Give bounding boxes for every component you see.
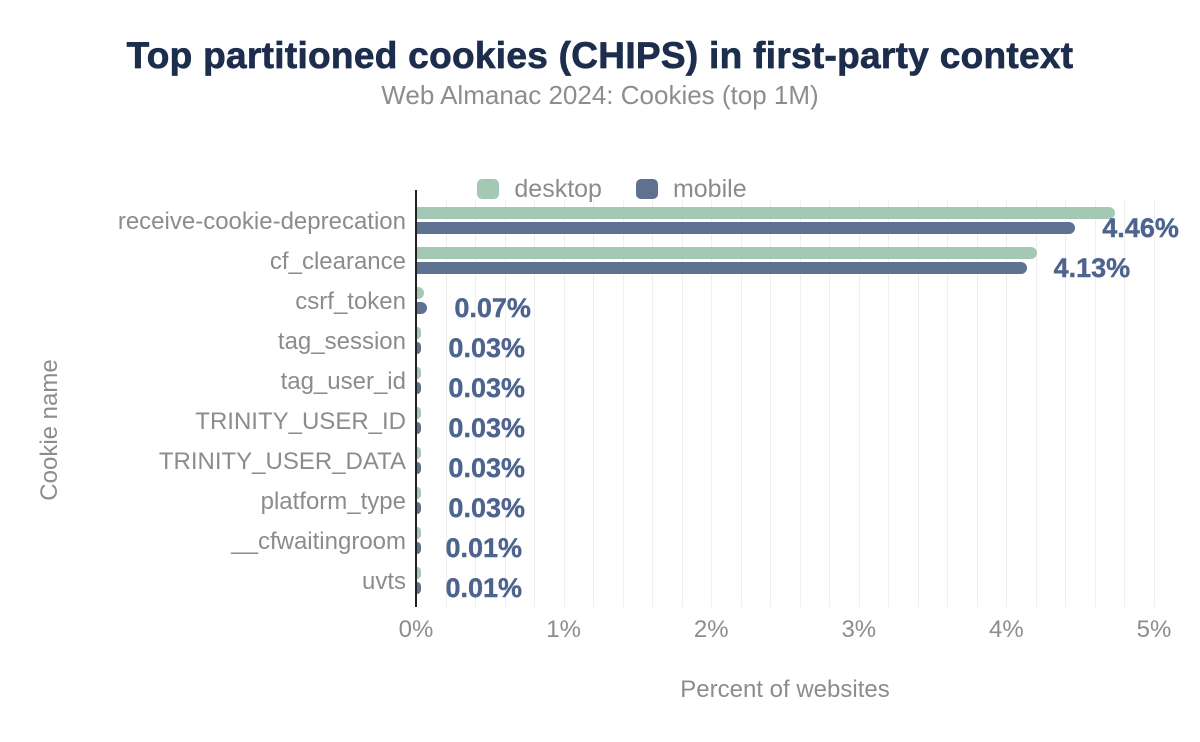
gridline <box>593 200 595 607</box>
bar-mobile <box>417 502 422 514</box>
chart-subtitle: Web Almanac 2024: Cookies (top 1M) <box>381 80 819 110</box>
legend: desktop mobile <box>12 176 1200 202</box>
x-tick-label: 5% <box>1136 616 1172 643</box>
gridline <box>799 200 801 607</box>
gridline <box>976 200 978 607</box>
gridline <box>1124 200 1126 607</box>
legend-label-desktop: desktop <box>514 175 602 203</box>
bar-desktop <box>417 367 422 379</box>
category-label: tag_user_id <box>280 368 406 395</box>
category-label: TRINITY_USER_ID <box>195 408 406 435</box>
gridline <box>829 200 831 607</box>
category-label: TRINITY_USER_DATA <box>158 448 406 475</box>
gridline <box>740 200 742 607</box>
gridline <box>947 200 949 607</box>
gridline <box>1065 200 1067 607</box>
bar-mobile <box>417 262 1027 274</box>
x-tick-label: 3% <box>841 616 877 643</box>
gridline <box>652 200 654 607</box>
x-axis-title: Percent of websites <box>680 676 890 703</box>
value-label: 0.01% <box>445 573 523 603</box>
bar-mobile <box>417 342 422 354</box>
x-tick-label: 2% <box>693 616 729 643</box>
bar-mobile <box>417 302 428 314</box>
x-tick-label: 1% <box>546 616 581 643</box>
chart-title: Top partitioned cookies (CHIPS) in first… <box>126 35 1074 77</box>
bar-desktop <box>417 527 421 539</box>
gridline <box>1006 200 1008 607</box>
legend-swatch-mobile-icon <box>635 179 658 199</box>
category-label: cf_clearance <box>269 248 406 275</box>
gridline <box>622 200 624 607</box>
gridline <box>1035 200 1037 607</box>
legend-item-desktop: desktop <box>477 176 602 202</box>
legend-label-mobile: mobile <box>672 175 747 203</box>
gridline <box>445 200 447 607</box>
category-label: csrf_token <box>295 288 406 315</box>
bar-desktop <box>417 207 1116 219</box>
gridline <box>475 200 477 607</box>
bar-mobile <box>417 582 421 594</box>
x-tick-label: 4% <box>989 616 1024 643</box>
category-label: uvts <box>361 568 406 595</box>
bar-mobile <box>417 382 422 394</box>
bar-desktop <box>417 327 422 339</box>
y-axis-title: Cookie name <box>36 359 63 501</box>
gridline <box>681 200 683 607</box>
bar-mobile <box>417 422 422 434</box>
bar-mobile <box>417 222 1076 234</box>
value-label: 0.03% <box>448 413 525 443</box>
value-label: 0.03% <box>448 453 525 483</box>
x-tick-label: 0% <box>398 616 434 643</box>
bar-desktop <box>417 487 422 499</box>
gridline <box>770 200 772 607</box>
gridline <box>534 200 536 607</box>
bar-mobile <box>417 542 421 554</box>
category-label: tag_session <box>277 328 406 355</box>
y-axis-line <box>415 190 417 607</box>
gridline <box>1094 200 1096 607</box>
value-label: 0.07% <box>454 293 531 323</box>
legend-item-mobile: mobile <box>635 175 747 203</box>
value-label: 0.03% <box>448 333 525 363</box>
gridline <box>504 200 506 607</box>
category-label: __cfwaitingroom <box>231 528 406 555</box>
gridline <box>917 200 919 607</box>
legend-swatch-desktop-icon <box>477 179 500 199</box>
bar-desktop <box>417 567 421 579</box>
value-label: 0.01% <box>445 533 523 563</box>
gridline <box>888 200 890 607</box>
gridline <box>711 200 713 607</box>
value-label: 4.13% <box>1053 253 1131 283</box>
gridline <box>1154 200 1155 607</box>
bar-mobile <box>417 462 422 474</box>
bar-desktop <box>417 287 425 299</box>
bar-desktop <box>417 447 422 459</box>
gridline <box>858 200 860 607</box>
value-label: 0.03% <box>448 373 525 403</box>
bar-desktop <box>417 407 422 419</box>
value-label: 4.46% <box>1102 213 1179 243</box>
gridline <box>563 200 565 607</box>
bar-desktop <box>417 247 1037 259</box>
value-label: 0.03% <box>448 493 525 523</box>
category-label: platform_type <box>260 488 406 515</box>
category-label: receive-cookie-deprecation <box>117 208 406 235</box>
